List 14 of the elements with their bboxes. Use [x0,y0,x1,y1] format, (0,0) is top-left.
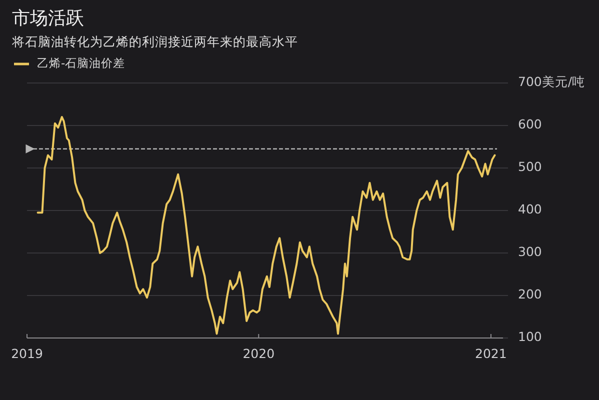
chart-title: 市场活跃 [12,8,84,29]
x-tick-label: 2019 [11,346,43,361]
y-tick-label: 400 [518,202,542,217]
chart-subtitle: 将石脑油转化为乙烯的利润接近两年来的最高水平 [11,34,298,49]
x-tick-label: 2021 [475,346,507,361]
x-tick-label: 2020 [242,346,275,361]
y-tick-label: 200 [518,286,542,302]
legend-label: 乙烯-石脑油价差 [37,56,126,70]
y-tick-label: 300 [518,244,542,260]
y-tick-label: 600 [518,116,542,132]
y-tick-label: 500 [518,159,542,174]
line-series [36,116,496,335]
y-tick-label: 700美元/吨 [518,74,586,90]
y-tick-label: 100 [518,329,542,344]
